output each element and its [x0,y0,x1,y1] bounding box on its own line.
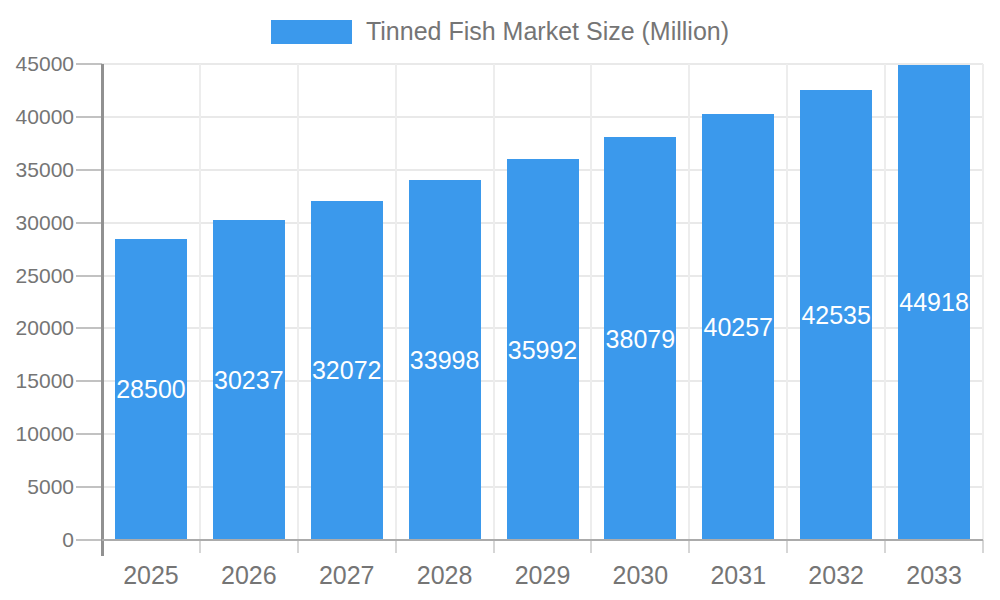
y-axis-line [101,64,104,556]
y-axis-label: 10000 [0,421,74,447]
legend-label: Tinned Fish Market Size (Million) [366,17,729,46]
x-axis-label: 2027 [298,561,396,589]
x-axis-tick [688,540,690,553]
bar-value-label: 38079 [600,326,680,352]
x-axis-line [102,539,983,541]
x-axis-tick [297,540,299,553]
bar-value-label: 42535 [796,302,876,328]
y-axis-label: 5000 [0,474,74,500]
gridline-vertical [884,64,886,540]
gridline-vertical [688,64,690,540]
gridline-vertical [395,64,397,540]
y-axis-tick [76,433,102,435]
y-axis-label: 35000 [0,157,74,183]
y-axis-tick [76,539,102,541]
y-axis-tick [76,222,102,224]
x-axis-label: 2028 [396,561,494,589]
x-axis-label: 2032 [787,561,885,589]
x-axis-tick [199,540,201,553]
x-axis-label: 2031 [689,561,787,589]
x-axis-tick [395,540,397,553]
bar-value-label: 30237 [209,367,289,393]
gridline-horizontal [102,63,983,65]
x-axis-tick [590,540,592,553]
gridline-vertical [493,64,495,540]
x-axis-tick [884,540,886,553]
y-axis-label: 30000 [0,210,74,236]
y-axis-tick [76,63,102,65]
bar-value-label: 44918 [894,289,974,315]
gridline-vertical [297,64,299,540]
y-axis-tick [76,380,102,382]
y-axis-label: 40000 [0,104,74,130]
bar-chart: Tinned Fish Market Size (Million) 0 5000 1… [0,0,1000,600]
x-axis-label: 2029 [494,561,592,589]
x-axis-label: 2026 [200,561,298,589]
x-axis-tick [493,540,495,553]
bar-value-label: 28500 [111,376,191,402]
y-axis-label: 15000 [0,368,74,394]
gridline-vertical [982,64,984,540]
y-axis-tick [76,169,102,171]
y-axis-tick [76,275,102,277]
y-axis-tick [76,486,102,488]
gridline-vertical [199,64,201,540]
y-axis-tick [76,327,102,329]
x-axis-tick [982,540,984,553]
bar-value-label: 32072 [307,357,387,383]
x-axis-label: 2025 [102,561,200,589]
legend: Tinned Fish Market Size (Million) [0,17,1000,46]
x-axis-label: 2030 [591,561,689,589]
legend-swatch [271,20,352,44]
bar-value-label: 33998 [405,347,485,373]
bar-value-label: 35992 [503,337,583,363]
y-axis-label: 20000 [0,315,74,341]
y-axis-label: 45000 [0,51,74,77]
y-axis-label: 0 [0,527,74,553]
y-axis-label: 25000 [0,263,74,289]
gridline-vertical [786,64,788,540]
bar-value-label: 40257 [698,314,778,340]
y-axis-tick [76,116,102,118]
x-axis-label: 2033 [885,561,983,589]
gridline-vertical [590,64,592,540]
x-axis-tick [786,540,788,553]
legend-item-market-size[interactable]: Tinned Fish Market Size (Million) [271,17,729,46]
